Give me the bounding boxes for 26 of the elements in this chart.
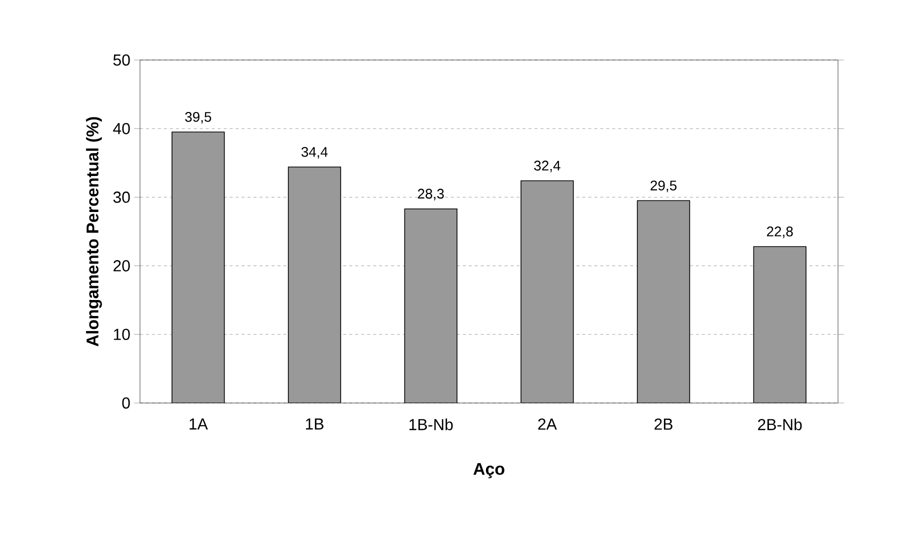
y-tick-label: 20 [114,260,130,272]
y-axis-title: Alongamento Percentual (%) [86,117,102,346]
bar [172,132,225,403]
data-label: 34,4 [301,146,328,158]
data-label: 32,4 [534,160,560,172]
bar [636,200,690,403]
x-tick-label: 1B-Nb [409,418,453,430]
bar [520,180,574,403]
x-tick-label: 2A [538,418,557,430]
bar [753,246,806,403]
y-tick-label: 30 [113,192,130,203]
data-label: 39,5 [185,112,212,124]
x-tick-label: 2B-Nb [758,418,802,430]
y-tick-label: 10 [114,328,130,340]
x-tick-label: 2B [654,418,672,430]
data-label: 22,8 [766,226,793,238]
y-tick-label: 40 [113,122,130,134]
bar [288,166,342,403]
x-tick-label: 1A [190,418,208,430]
y-tick-label: 50 [113,54,130,66]
y-tick-label: 0 [122,397,130,409]
bar [404,208,458,403]
x-axis-title: Aço [473,463,504,478]
x-tick-label: 1B [306,418,324,430]
data-label: 28,3 [418,188,444,200]
data-label: 29,5 [650,180,676,192]
